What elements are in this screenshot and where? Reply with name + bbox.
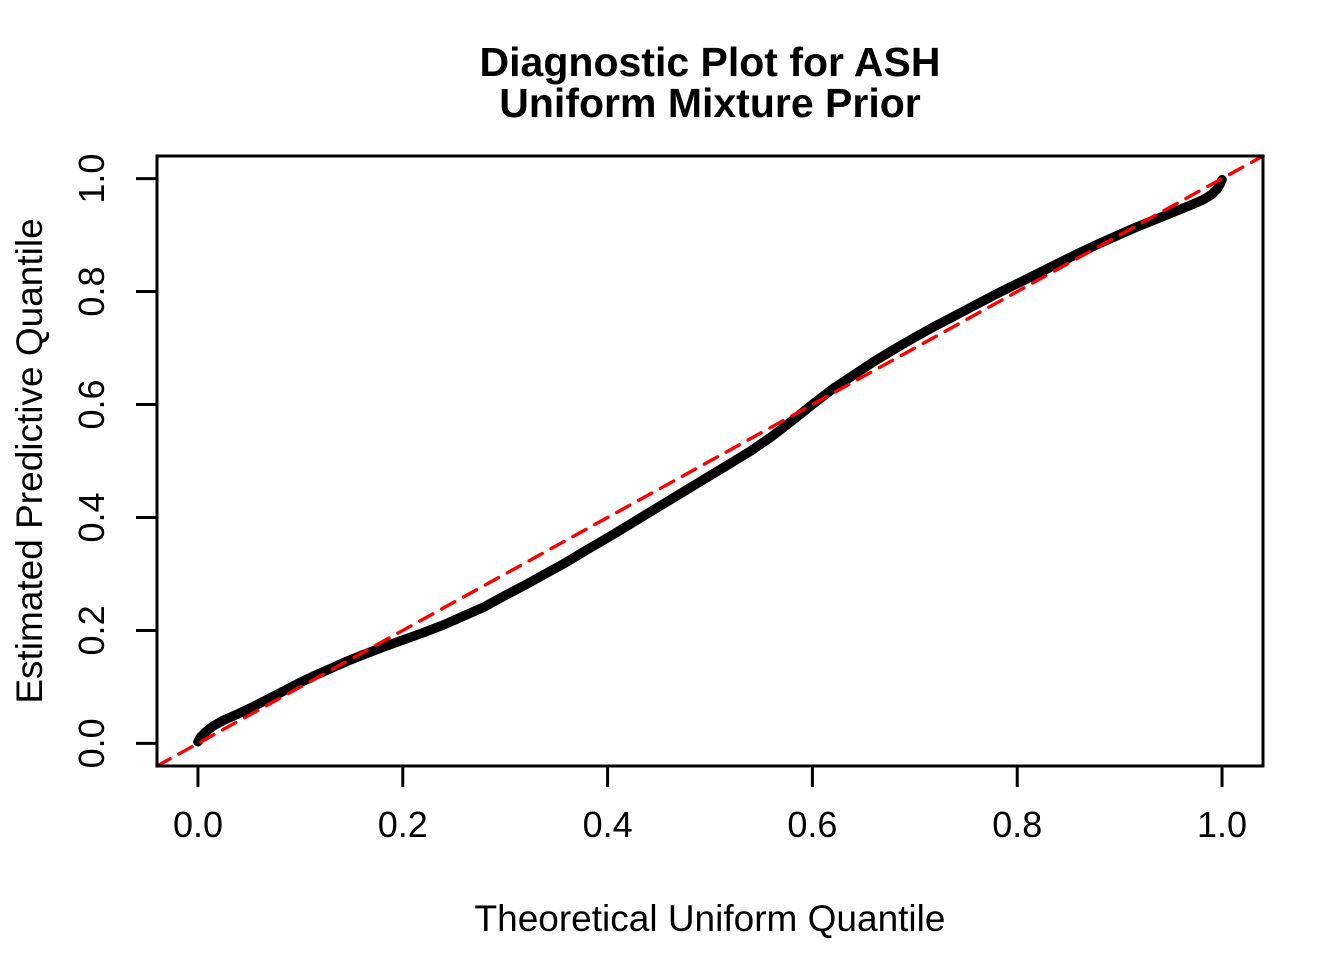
y-tick-label: 1.0 [71, 154, 112, 204]
y-tick-label: 0.0 [71, 718, 112, 768]
chart-title-line-1: Diagnostic Plot for ASH [480, 39, 941, 85]
plot-box [155, 154, 1265, 768]
x-tick-label: 0.4 [583, 804, 633, 845]
chart-title-line-2: Uniform Mixture Prior [499, 80, 920, 126]
x-tick-label: 0.2 [378, 804, 428, 845]
plot-series-layer [155, 154, 1265, 768]
y-tick-label: 0.6 [71, 379, 112, 429]
y-tick-label: 0.2 [71, 605, 112, 655]
x-tick-label: 0.0 [173, 804, 223, 845]
x-axis-label: Theoretical Uniform Quantile [475, 898, 946, 939]
x-tick-label: 1.0 [1197, 804, 1247, 845]
y-axis-label: Estimated Predictive Quantile [9, 218, 50, 703]
y-tick-label: 0.4 [71, 492, 112, 542]
reference-line [155, 154, 1265, 768]
axes-layer: 0.0 0.2 0.4 0.6 0.8 1.0 0.0 0.2 0.4 0.6 0.8 1.0 [71, 154, 1265, 845]
y-tick-label: 0.8 [71, 267, 112, 317]
x-tick-label: 0.6 [787, 804, 837, 845]
x-tick-label: 0.8 [992, 804, 1042, 845]
